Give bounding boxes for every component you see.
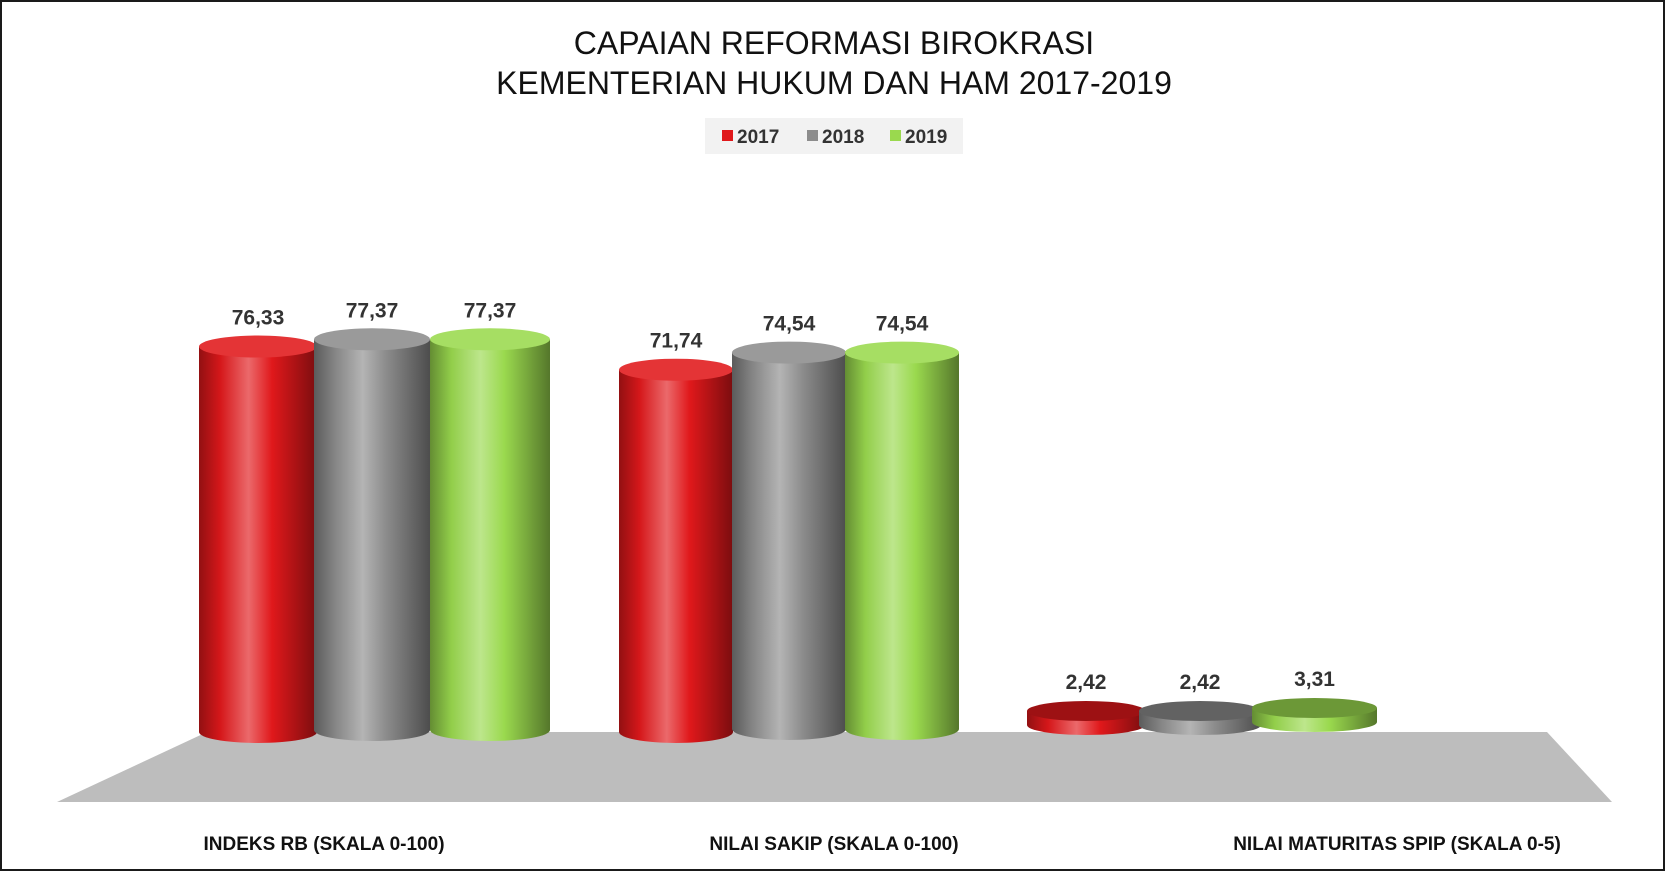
bar-nilai-sakip-2019 [845, 341, 959, 740]
bar-indeks-rb-2018 [314, 328, 430, 741]
bar-indeks-rb-2017 [199, 335, 317, 743]
bar-nilai-sakip-2017 [619, 358, 733, 743]
category-label-nilai-sakip: NILAI SAKIP (SKALA 0-100) [709, 834, 958, 855]
data-label-nilai-maturitas-spip-2019: 3,31 [1294, 668, 1335, 691]
chart-floor [57, 732, 1612, 802]
bar-nilai-maturitas-spip-2019 [1252, 698, 1377, 732]
legend: 2017 2018 2019 [705, 118, 963, 154]
category-axis-labels: INDEKS RB (SKALA 0-100) NILAI SAKIP (SKA… [203, 834, 1560, 855]
legend-label-2017: 2017 [737, 127, 779, 148]
category-label-indeks-rb: INDEKS RB (SKALA 0-100) [203, 834, 444, 855]
data-label-indeks-rb-2017: 76,33 [232, 307, 285, 330]
legend-background [705, 118, 963, 154]
chart-title-line-1: CAPAIAN REFORMASI BIROKRASI [574, 25, 1094, 61]
bar-nilai-sakip-2018 [732, 341, 846, 740]
data-label-nilai-sakip-2018: 74,54 [763, 313, 816, 336]
legend-swatch-2017 [722, 130, 733, 141]
data-label-nilai-sakip-2017: 71,74 [650, 330, 703, 353]
chart-title: CAPAIAN REFORMASI BIROKRASI KEMENTERIAN … [496, 25, 1172, 101]
data-label-indeks-rb-2018: 77,37 [346, 299, 399, 322]
bar-indeks-rb-2019 [430, 328, 550, 741]
category-label-nilai-maturitas-spip: NILAI MATURITAS SPIP (SKALA 0-5) [1233, 834, 1561, 855]
chart-title-line-2: KEMENTERIAN HUKUM DAN HAM 2017-2019 [496, 65, 1172, 101]
bars-group [199, 328, 1377, 743]
data-labels-group: 76,33 77,37 77,37 71,74 74,54 74,54 2,42 2,42 3,… [232, 299, 1336, 694]
legend-label-2019: 2019 [905, 127, 947, 148]
data-label-indeks-rb-2019: 77,37 [464, 299, 517, 322]
data-label-nilai-maturitas-spip-2017: 2,42 [1066, 671, 1107, 694]
data-label-nilai-sakip-2019: 74,54 [876, 313, 929, 336]
bar-nilai-maturitas-spip-2017 [1027, 701, 1145, 735]
legend-swatch-2018 [807, 130, 818, 141]
bar-nilai-maturitas-spip-2018 [1139, 701, 1261, 735]
legend-swatch-2019 [890, 130, 901, 141]
data-label-nilai-maturitas-spip-2018: 2,42 [1180, 671, 1221, 694]
legend-label-2018: 2018 [822, 127, 864, 148]
